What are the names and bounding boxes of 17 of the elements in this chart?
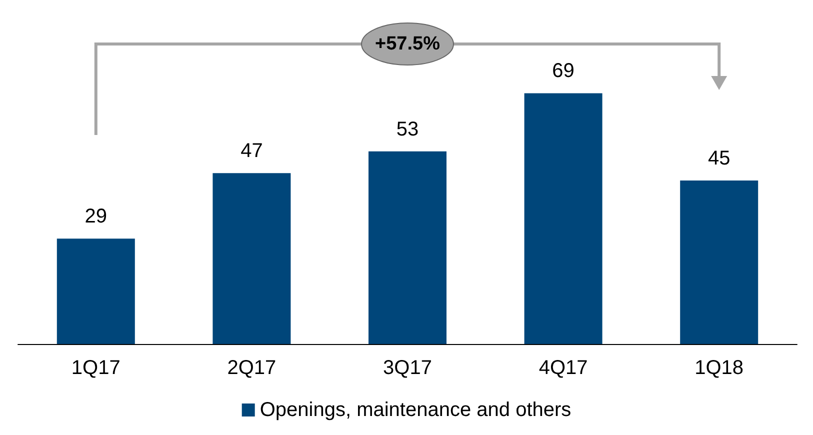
- text: +57.5%: [375, 34, 440, 54]
- x-tick-label: 2Q17: [227, 357, 276, 379]
- bar: [680, 180, 758, 344]
- bar: [212, 173, 291, 344]
- data-label: 69: [552, 60, 574, 82]
- x-tick-label: 1Q18: [694, 357, 744, 379]
- bar: [56, 238, 135, 344]
- x-tick-label: 3Q17: [383, 357, 432, 379]
- data-label: 29: [84, 206, 108, 228]
- bar: [368, 151, 446, 344]
- x-tick-label: 1Q17: [71, 357, 120, 379]
- legend-label: Openings, maintenance and others: [260, 399, 572, 421]
- x-tick-label: 4Q17: [538, 357, 588, 379]
- bar: [524, 93, 602, 344]
- data-label: 47: [240, 140, 263, 162]
- data-label: 53: [396, 118, 419, 140]
- data-label: 45: [708, 147, 730, 170]
